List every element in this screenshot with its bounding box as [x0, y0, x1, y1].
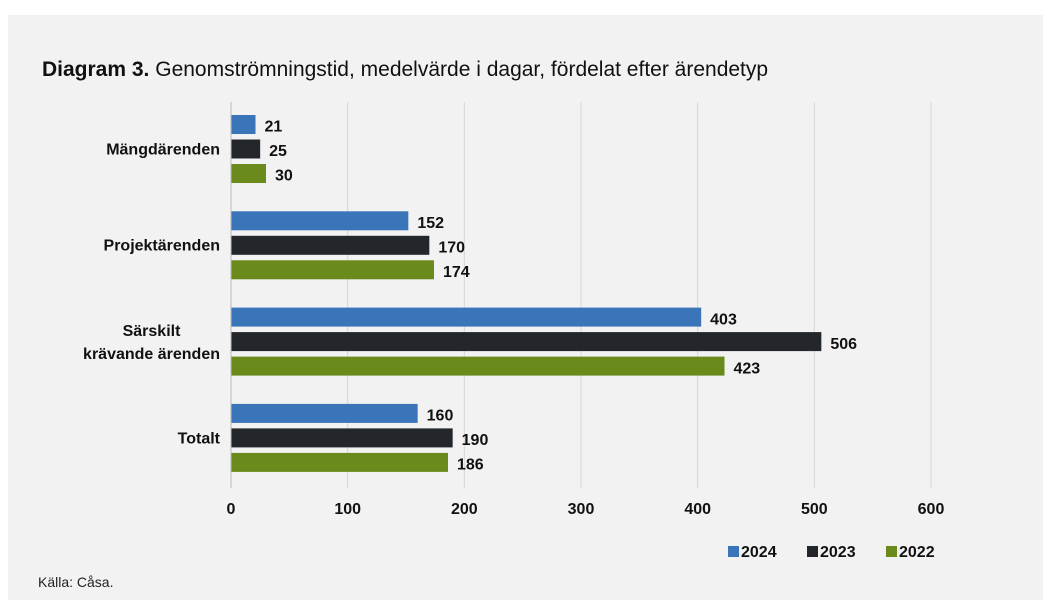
category-label: Totalt	[177, 430, 220, 448]
bar	[231, 260, 434, 280]
x-tick-label: 300	[568, 501, 595, 518]
legend-swatch	[807, 546, 818, 557]
value-label: 160	[427, 408, 454, 425]
x-tick-label: 100	[334, 501, 361, 518]
bar	[231, 211, 409, 231]
legend-label: 2024	[741, 544, 777, 561]
category-label: Särskilt krävande ärenden	[83, 322, 220, 363]
bar	[231, 452, 448, 472]
bar	[231, 235, 430, 255]
value-label: 186	[457, 457, 484, 474]
value-label: 152	[417, 215, 444, 232]
x-tick-label: 400	[684, 501, 711, 518]
bar	[231, 356, 725, 376]
bar	[231, 115, 256, 134]
value-label: 423	[734, 360, 761, 377]
title-label: Diagram 3.	[42, 58, 150, 81]
value-label: 25	[269, 143, 287, 160]
x-tick-label: 0	[227, 501, 236, 518]
bar	[231, 332, 822, 352]
legend-swatch	[886, 546, 897, 557]
legend-label: 2022	[899, 544, 935, 561]
panel	[8, 15, 1043, 600]
category-label: Mängdärenden	[106, 141, 220, 159]
value-label: 174	[443, 264, 470, 281]
value-label: 170	[438, 240, 465, 257]
value-label: 21	[265, 119, 283, 136]
bar	[231, 139, 261, 159]
x-tick-label: 600	[918, 501, 945, 518]
legend-label: 2023	[820, 544, 856, 561]
title-text: Genomströmningstid, medelvärde i dagar, …	[155, 58, 769, 81]
legend-swatch	[728, 546, 739, 557]
category-label: Projektärenden	[103, 237, 220, 255]
source: Källa: Cåsa.	[38, 574, 114, 590]
x-tick-label: 500	[801, 501, 828, 518]
bar	[231, 164, 266, 183]
bar	[231, 307, 702, 327]
bar	[231, 403, 418, 423]
chart-title: Diagram 3. Genomströmningstid, medelvärd…	[42, 58, 768, 82]
value-label: 190	[462, 432, 489, 449]
x-tick-label: 200	[451, 501, 478, 518]
value-label: 403	[710, 311, 737, 328]
value-label: 506	[830, 336, 857, 353]
value-label: 30	[275, 168, 293, 185]
bar	[231, 428, 453, 448]
